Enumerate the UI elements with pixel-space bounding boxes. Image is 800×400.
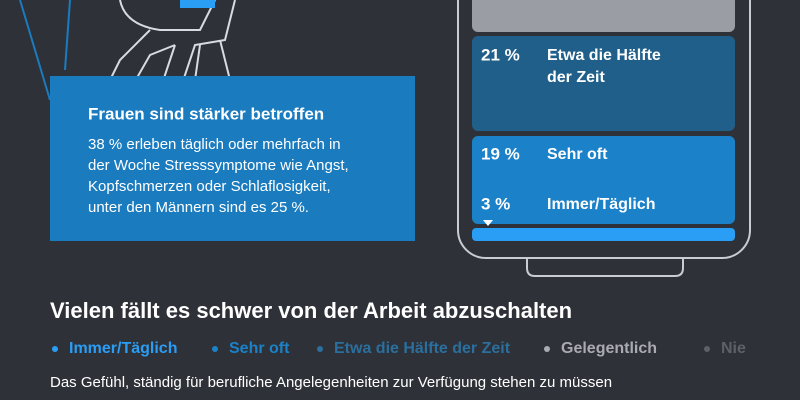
legend-dot [704, 346, 710, 352]
info-box [50, 76, 415, 241]
segment-label: der Zeit [547, 69, 605, 86]
illustration-accent [180, 0, 215, 8]
info-line: der Woche Stresssymptome wie Angst, [88, 157, 349, 174]
phone-frame [457, 0, 751, 259]
legend-dot [544, 346, 550, 352]
info-text: 38 % erleben täglich oder mehrfach in der… [88, 136, 349, 216]
phone-labels: 21 % Etwa die Hälfte der Zeit 19 % Sehr oft 3… [481, 45, 661, 213]
info-line: 38 % erleben täglich oder mehrfach in [88, 136, 341, 153]
legend-label: Gelegentlich [561, 340, 657, 357]
pointer [483, 220, 493, 226]
legend: Immer/Täglich Sehr oft Etwa die Hälfte der… [52, 340, 746, 357]
segment-gelegentlich [472, 0, 735, 32]
legend-dot [52, 346, 58, 352]
heading: Vielen fällt es schwer von der Arbeit ab… [50, 298, 572, 323]
legend-label: Etwa die Hälfte der Zeit [334, 340, 511, 357]
segment-immer [472, 228, 735, 241]
segment-sehr-oft [472, 136, 735, 224]
legend-label: Immer/Täglich [69, 340, 177, 357]
segment-percent: 3 % [481, 194, 510, 213]
phone-stand [526, 258, 684, 277]
legend-label: Sehr oft [229, 340, 290, 357]
segment-percent: 21 % [481, 45, 520, 64]
segment-label: Etwa die Hälfte [547, 47, 661, 64]
info-line: Kopfschmerzen oder Schlaflosigkeit, [88, 178, 331, 195]
legend-dot [317, 346, 323, 352]
segment-label: Immer/Täglich [547, 196, 655, 213]
segment-haelfte [472, 36, 735, 131]
info-line: unter den Männern sind es 25 %. [88, 199, 309, 216]
segment-percent: 19 % [481, 144, 520, 163]
segment-label: Sehr oft [547, 146, 608, 163]
caption: Das Gefühl, ständig für berufliche Angel… [50, 374, 612, 391]
legend-label: Nie [721, 340, 746, 357]
legend-dot [212, 346, 218, 352]
info-title: Frauen sind stärker betroffen [88, 104, 324, 123]
